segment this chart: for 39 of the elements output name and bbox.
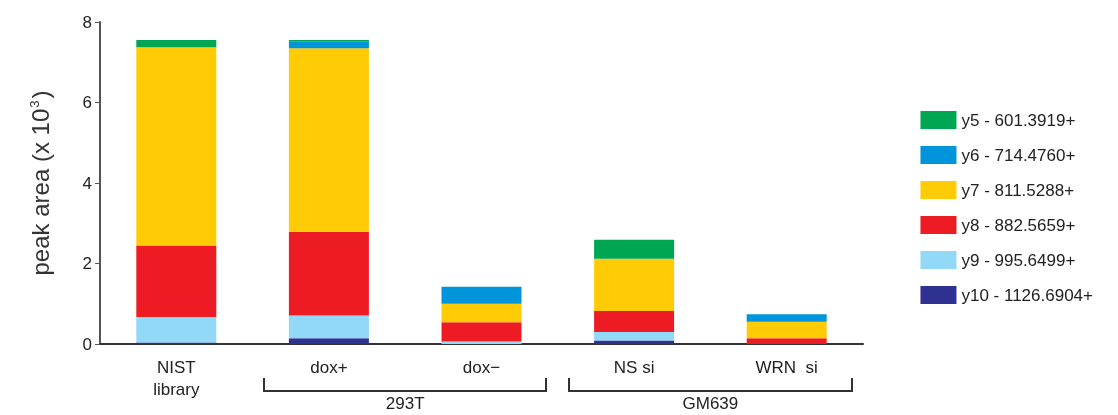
- legend-label: y5 - 601.3919+: [961, 110, 1076, 130]
- legend-label: y9 - 995.6499+: [961, 250, 1076, 270]
- bar: [441, 286, 522, 304]
- y-axis-title: peak area (x 103): [26, 90, 54, 276]
- bar: [288, 48, 369, 232]
- legend-label: y8 - 882.5659+: [961, 215, 1076, 235]
- text: 293T: [385, 394, 425, 414]
- bar: [288, 338, 369, 344]
- y-tick-label: 0: [82, 334, 92, 354]
- legend-label: y6 - 714.4760+: [961, 145, 1076, 165]
- bar: [594, 239, 675, 259]
- bar: [288, 41, 369, 49]
- x-tick-label: NS si: [613, 357, 655, 377]
- text: GM639: [682, 394, 739, 414]
- x-tick-label: WRN si: [755, 357, 818, 377]
- bar: [288, 315, 369, 339]
- bar: [746, 314, 827, 322]
- y-tick-label: 6: [82, 93, 92, 112]
- bar: [136, 40, 217, 48]
- bar: [136, 317, 217, 343]
- bar: [288, 231, 369, 316]
- bar: [136, 47, 217, 246]
- y-tick-label: 4: [82, 173, 92, 193]
- x-tick-label: dox+: [310, 357, 348, 377]
- bar: [594, 340, 675, 344]
- bar: [594, 311, 675, 332]
- bar: [594, 331, 675, 341]
- legend-label: y10 - 1126.6904+: [961, 285, 1094, 305]
- legend-label: y7 - 811.5288+: [961, 180, 1075, 200]
- y-tick-label: 2: [82, 254, 92, 273]
- bar: [594, 258, 675, 311]
- bar: [441, 303, 522, 323]
- bar: [746, 321, 827, 339]
- bar: [746, 338, 827, 344]
- x-tick-label: NIST library: [153, 357, 200, 399]
- y-tick-label: 8: [82, 12, 92, 32]
- bar: [136, 245, 217, 318]
- x-tick-label: dox−: [462, 357, 501, 377]
- bar: [441, 322, 522, 342]
